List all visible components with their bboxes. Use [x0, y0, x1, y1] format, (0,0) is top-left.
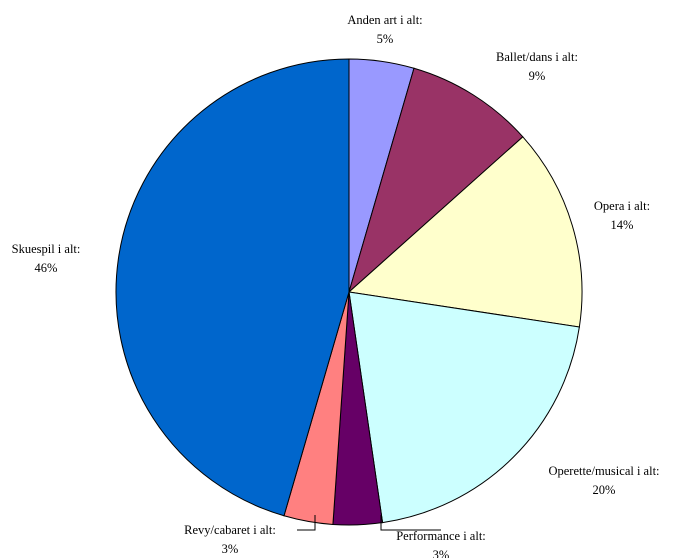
pie-slice-skuespil-i-alt [115, 58, 350, 517]
slice-label-ballet-dans-i-alt: Ballet/dans i alt: 9% [496, 50, 578, 83]
pie-slice-opera-i-alt [347, 136, 583, 328]
slice-labels: Anden art i alt: 5% Ballet/dans i alt: 9% Op… [12, 13, 660, 558]
slice-label-operette-musical-i-alt: Operette/musical i alt: 20% [548, 464, 659, 497]
leader-line-revy-cabaret-i-alt [297, 515, 316, 531]
pie-slice-ballet-dans-i-alt [348, 67, 524, 294]
slice-label-revy-cabaret-i-alt: Revy/cabaret i alt: 3% [184, 523, 276, 556]
label-leaders [297, 515, 441, 531]
slice-label-skuespil-i-alt: Skuespil i alt: 46% [12, 242, 81, 275]
pie-slices [115, 58, 583, 526]
slice-label-opera-i-alt: Opera i alt: 14% [594, 199, 650, 232]
leader-line-performance-i-alt [380, 515, 441, 531]
slice-label-anden-art-i-alt: Anden art i alt: 5% [347, 13, 422, 46]
pie-slice-operette-musical-i-alt [348, 291, 580, 524]
slice-label-performance-i-alt: Performance i alt: 3% [396, 529, 486, 558]
